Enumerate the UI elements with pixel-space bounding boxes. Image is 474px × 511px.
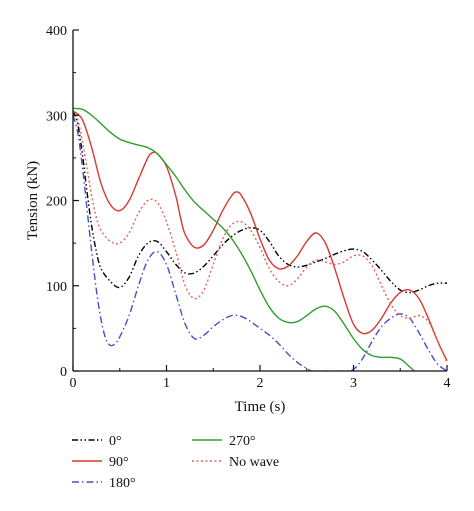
legend-label: No wave [229, 455, 279, 470]
y-tick-label: 300 [46, 109, 67, 124]
series-layer [73, 107, 448, 371]
y-tick-label: 100 [46, 280, 67, 295]
x-axis-ticks: 0 1 2 3 4 [70, 365, 451, 391]
legend-item: 180° [72, 476, 136, 491]
legend-label: 90° [109, 455, 129, 470]
series-line-1 [73, 110, 448, 294]
y-axis-label: Tension (kN) [25, 161, 41, 240]
legend-item: No wave [192, 455, 279, 470]
series-line-2 [73, 110, 448, 362]
axes-layer: 0 1 2 3 4 0 100 200 300 400 [46, 24, 451, 391]
x-tick-label: 4 [444, 376, 451, 391]
y-tick-label: 400 [46, 24, 67, 39]
legend-item: 90° [72, 455, 129, 470]
series-line-3 [73, 115, 448, 371]
legend-item: 270° [192, 434, 256, 449]
x-tick-label: 3 [350, 376, 357, 391]
legend-label: 180° [109, 476, 136, 491]
x-axis-label: Time (s) [235, 399, 286, 415]
y-tick-label: 0 [60, 365, 67, 380]
legend: 0° 90° 180° 270° No wave [72, 434, 279, 491]
x-tick-label: 0 [70, 376, 77, 391]
legend-item: 0° [72, 434, 122, 449]
x-tick-label: 2 [257, 376, 264, 391]
y-axis-ticks: 0 100 200 300 400 [46, 24, 79, 380]
series-line-5 [73, 110, 448, 363]
x-tick-label: 1 [163, 376, 170, 391]
y-tick-label: 200 [46, 195, 67, 210]
legend-label: 270° [229, 434, 256, 449]
legend-label: 0° [109, 434, 122, 449]
series-line-4 [73, 107, 415, 371]
